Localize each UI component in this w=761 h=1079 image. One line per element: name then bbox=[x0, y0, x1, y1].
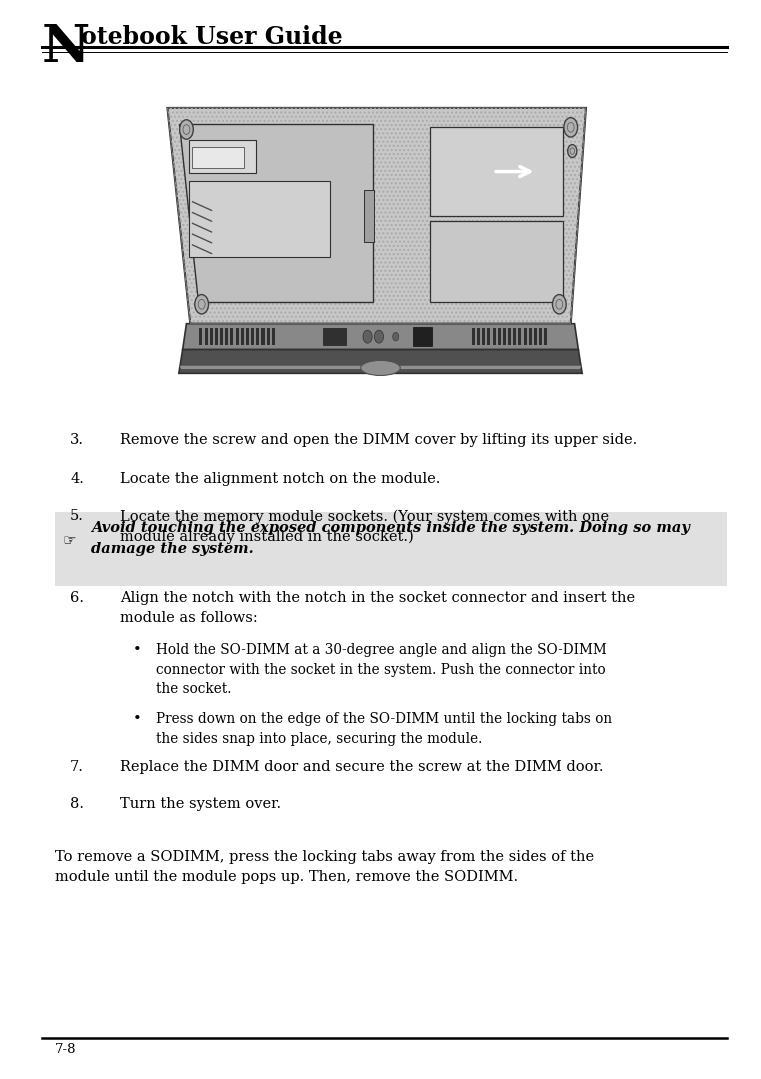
Bar bbox=[225, 328, 228, 345]
Text: otebook User Guide: otebook User Guide bbox=[81, 25, 343, 49]
Circle shape bbox=[363, 330, 372, 343]
Bar bbox=[240, 328, 244, 345]
Text: Press down on the edge of the SO-DIMM until the locking tabs on
the sides snap i: Press down on the edge of the SO-DIMM un… bbox=[156, 712, 612, 746]
Text: •: • bbox=[133, 712, 142, 726]
Polygon shape bbox=[183, 324, 578, 350]
Circle shape bbox=[393, 332, 399, 341]
Bar bbox=[413, 327, 432, 346]
Text: Avoid touching the exposed components inside the system. Doing so may
damage the: Avoid touching the exposed components in… bbox=[91, 521, 690, 556]
Bar bbox=[236, 328, 239, 345]
Text: 3.: 3. bbox=[70, 433, 84, 447]
Polygon shape bbox=[179, 350, 582, 373]
Bar bbox=[256, 328, 260, 345]
Text: Turn the system over.: Turn the system over. bbox=[120, 797, 282, 811]
Bar bbox=[272, 328, 275, 345]
Bar bbox=[251, 328, 254, 345]
Bar bbox=[518, 328, 521, 345]
Bar bbox=[215, 328, 218, 345]
Polygon shape bbox=[179, 124, 373, 302]
Text: ☞: ☞ bbox=[62, 533, 76, 548]
Bar bbox=[199, 328, 202, 345]
Text: To remove a SODIMM, press the locking tabs away from the sides of the
module unt: To remove a SODIMM, press the locking ta… bbox=[55, 850, 594, 884]
Text: 5.: 5. bbox=[70, 509, 84, 523]
Bar bbox=[539, 328, 542, 345]
Ellipse shape bbox=[361, 360, 400, 375]
Text: Locate the alignment notch on the module.: Locate the alignment notch on the module… bbox=[120, 472, 441, 486]
Text: 6.: 6. bbox=[70, 591, 84, 605]
Bar bbox=[498, 328, 501, 345]
Text: 8.: 8. bbox=[70, 797, 84, 811]
Bar bbox=[205, 328, 208, 345]
Bar bbox=[246, 328, 249, 345]
Bar bbox=[430, 221, 563, 302]
Bar bbox=[529, 328, 532, 345]
Circle shape bbox=[552, 295, 566, 314]
Text: Replace the DIMM door and secure the screw at the DIMM door.: Replace the DIMM door and secure the scr… bbox=[120, 760, 603, 774]
Bar bbox=[189, 181, 330, 257]
Polygon shape bbox=[167, 108, 586, 324]
Bar bbox=[266, 328, 269, 345]
Bar bbox=[524, 328, 527, 345]
Bar bbox=[513, 328, 516, 345]
Bar bbox=[508, 328, 511, 345]
FancyBboxPatch shape bbox=[55, 511, 727, 587]
Circle shape bbox=[374, 330, 384, 343]
Text: N: N bbox=[42, 22, 91, 72]
Circle shape bbox=[180, 120, 193, 139]
Text: Align the notch with the notch in the socket connector and insert the
module as : Align the notch with the notch in the so… bbox=[120, 591, 635, 625]
Text: 7.: 7. bbox=[70, 760, 84, 774]
Bar bbox=[220, 328, 223, 345]
Bar bbox=[534, 328, 537, 345]
Bar bbox=[544, 328, 547, 345]
Bar bbox=[492, 328, 495, 345]
Text: 7-8: 7-8 bbox=[55, 1043, 76, 1056]
Bar bbox=[487, 328, 490, 345]
Bar bbox=[262, 328, 265, 345]
Polygon shape bbox=[180, 366, 581, 369]
Bar bbox=[192, 147, 244, 168]
Bar bbox=[503, 328, 506, 345]
Bar bbox=[472, 328, 475, 345]
Bar bbox=[323, 328, 346, 345]
Bar bbox=[482, 328, 486, 345]
Bar bbox=[189, 140, 256, 173]
Bar bbox=[364, 190, 374, 242]
Text: Locate the memory module sockets. (Your system comes with one
module already ins: Locate the memory module sockets. (Your … bbox=[120, 509, 610, 544]
Text: •: • bbox=[133, 643, 142, 657]
Bar bbox=[430, 127, 563, 216]
Circle shape bbox=[568, 145, 577, 158]
Text: 4.: 4. bbox=[70, 472, 84, 486]
Circle shape bbox=[564, 118, 578, 137]
Text: Hold the SO-DIMM at a 30-degree angle and align the SO-DIMM
connector with the s: Hold the SO-DIMM at a 30-degree angle an… bbox=[156, 643, 607, 696]
Text: Remove the screw and open the DIMM cover by lifting its upper side.: Remove the screw and open the DIMM cover… bbox=[120, 433, 638, 447]
Bar bbox=[210, 328, 213, 345]
Bar bbox=[231, 328, 234, 345]
Bar bbox=[477, 328, 480, 345]
Circle shape bbox=[195, 295, 209, 314]
